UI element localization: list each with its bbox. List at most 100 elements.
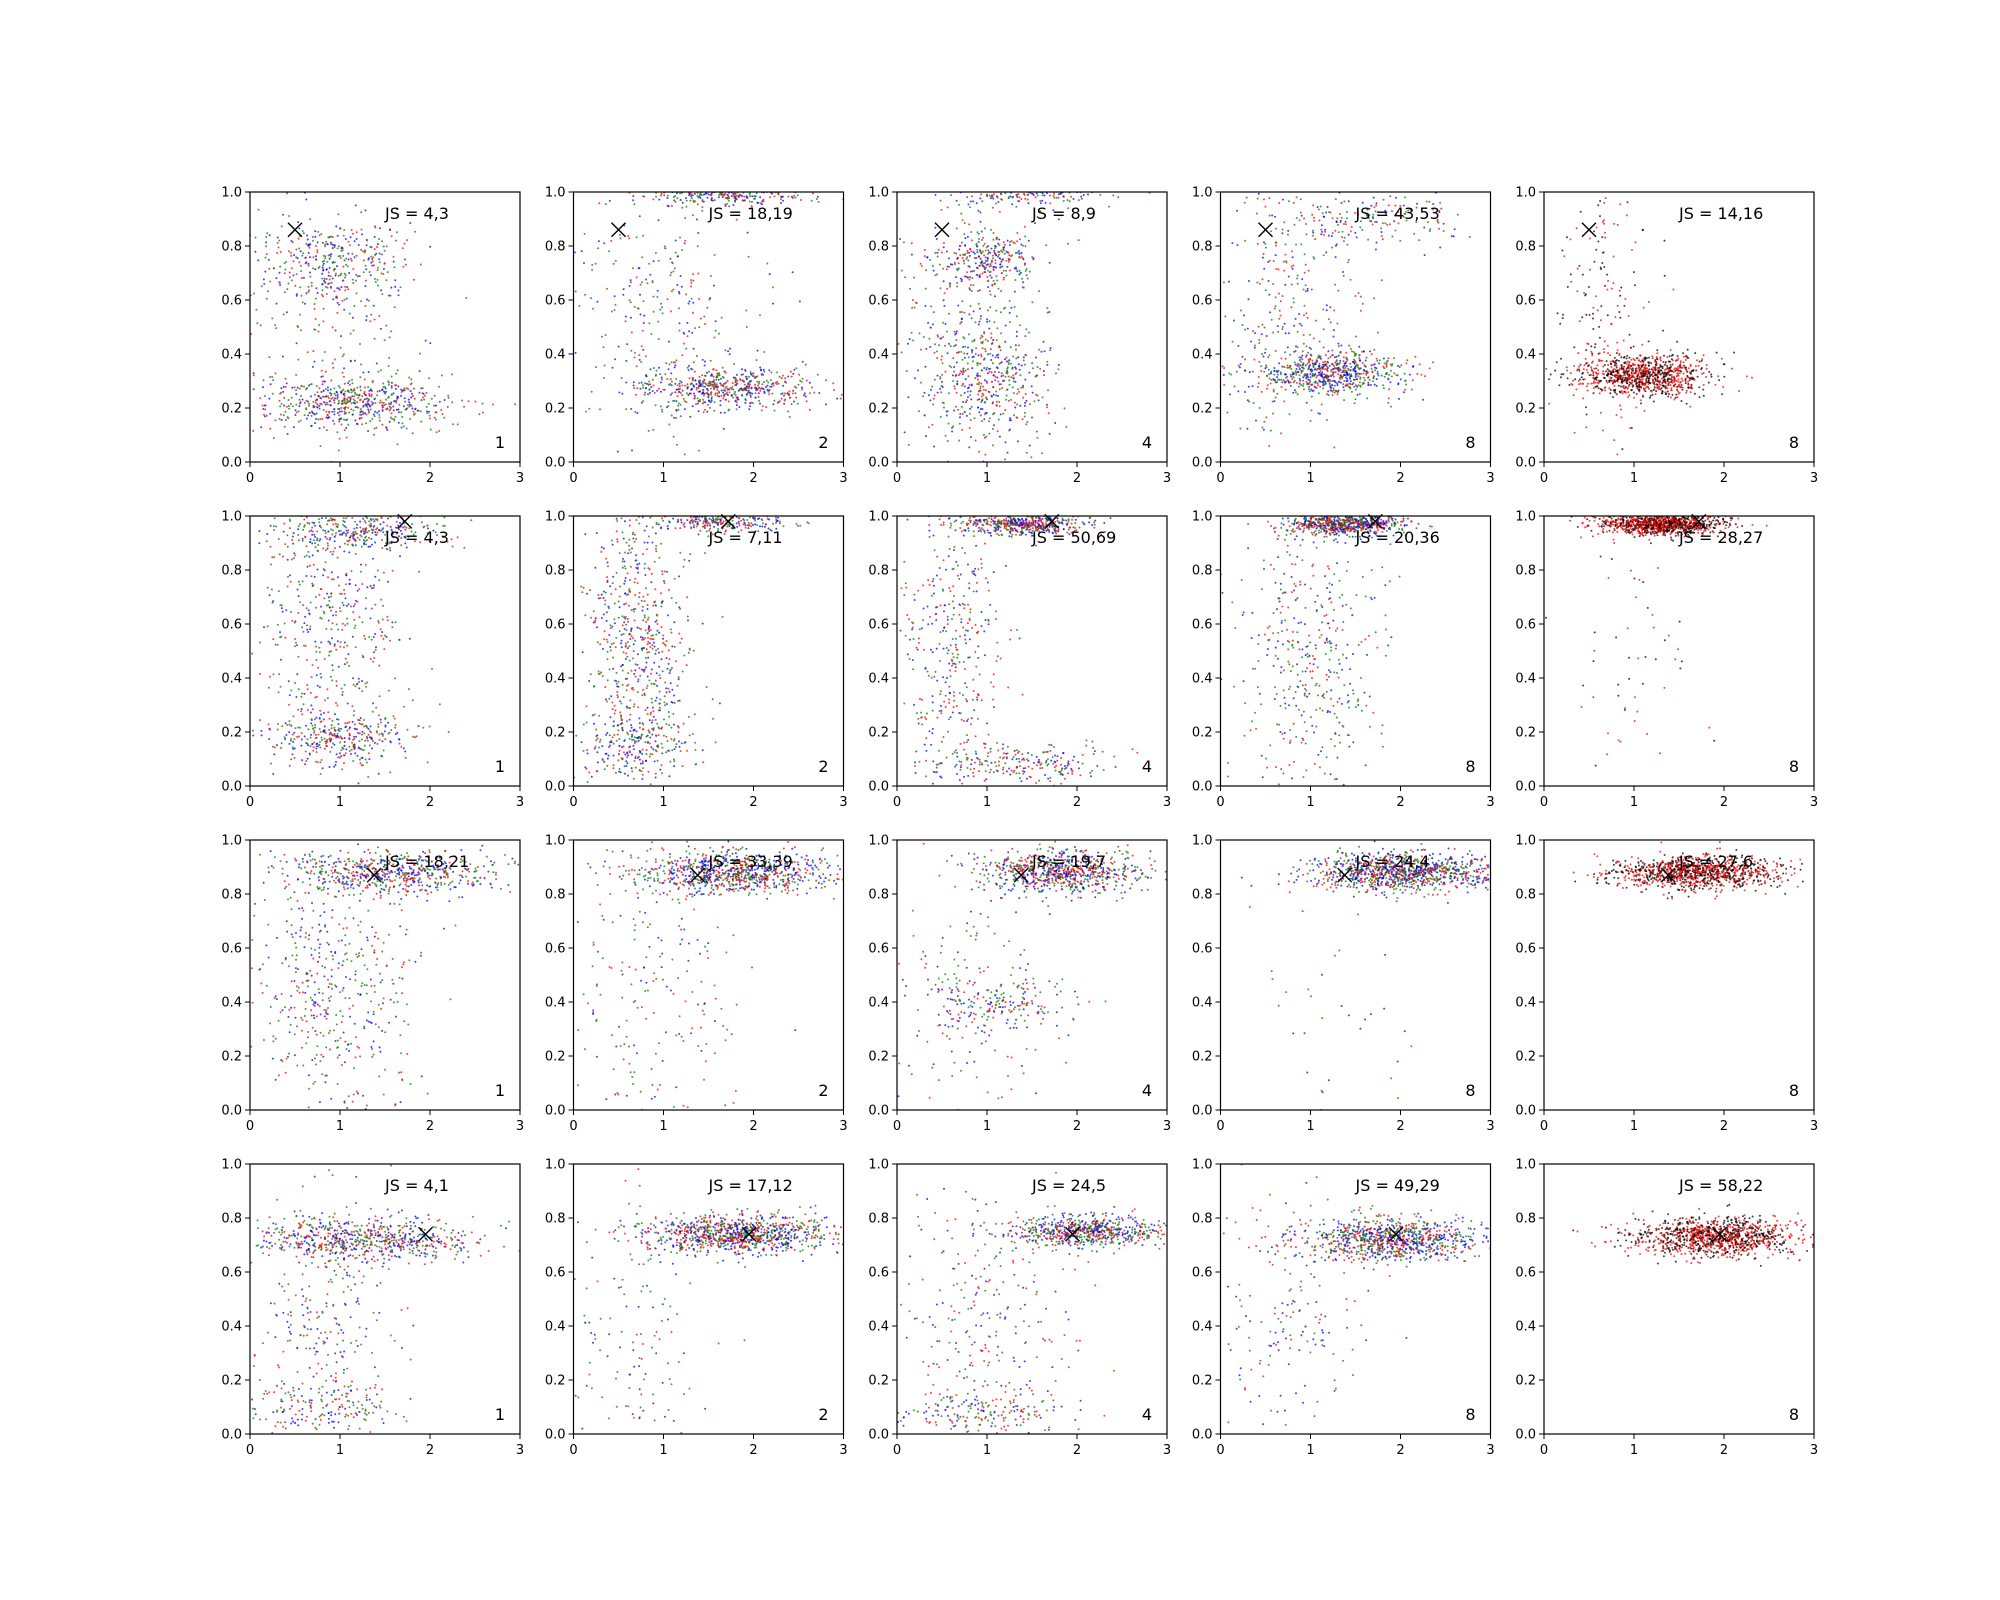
scatter-point — [1656, 387, 1659, 389]
scatter-point — [712, 284, 715, 287]
scatter-point — [1574, 378, 1577, 381]
scatter-point — [1243, 201, 1246, 204]
scatter-point — [625, 381, 628, 384]
scatter-point — [348, 411, 351, 414]
scatter-point — [645, 374, 647, 377]
scatter-point — [1028, 331, 1030, 334]
scatter-point — [298, 405, 301, 408]
scatter-point — [1432, 361, 1434, 364]
scatter-point — [602, 376, 605, 379]
scatter-point — [705, 192, 708, 195]
scatter-point — [1322, 361, 1325, 364]
scatter-point — [970, 405, 973, 408]
scatter-point — [668, 363, 671, 366]
scatter-point — [1310, 369, 1313, 372]
scatter-point — [926, 256, 929, 259]
scatter-point — [1571, 383, 1574, 386]
scatter-point — [324, 245, 327, 248]
scatter-point — [295, 294, 298, 297]
scatter-point — [639, 387, 642, 390]
scatter-point — [394, 400, 396, 402]
scatter-point — [976, 245, 978, 248]
scatter-point — [716, 386, 719, 389]
scatter-point — [343, 308, 346, 311]
scatter-point — [660, 302, 663, 305]
scatter-point — [1367, 383, 1370, 386]
scatter-point — [1337, 345, 1340, 348]
scatter-point — [1284, 388, 1287, 391]
scatter-point — [349, 398, 352, 401]
scatter-point — [340, 391, 343, 394]
scatter-point — [265, 414, 268, 417]
scatter-point — [939, 387, 942, 390]
scatter-point — [252, 374, 255, 377]
scatter-point — [764, 386, 767, 388]
scatter-point — [939, 199, 942, 202]
scatter-point — [681, 206, 684, 209]
scatter-point — [1283, 269, 1286, 272]
scatter-point — [741, 394, 744, 397]
scatter-point — [1000, 198, 1003, 201]
scatter-point — [1421, 207, 1424, 210]
scatter-point — [1283, 400, 1286, 403]
scatter-point — [990, 247, 993, 250]
scatter-point — [1387, 397, 1390, 400]
scatter-point — [1308, 386, 1311, 388]
scatter-point — [1307, 351, 1310, 354]
scatter-point — [1633, 359, 1636, 362]
scatter-point — [1228, 372, 1231, 375]
scatter-point — [316, 292, 319, 294]
scatter-point — [1313, 374, 1316, 377]
scatter-point — [302, 232, 305, 235]
scatter-point — [1718, 379, 1721, 382]
scatter-point — [730, 394, 733, 397]
scatter-point — [698, 297, 701, 300]
scatter-point — [693, 192, 696, 195]
scatter-point — [1319, 357, 1322, 360]
scatter-point — [293, 386, 296, 389]
scatter-point — [1670, 365, 1673, 368]
scatter-point — [307, 290, 310, 293]
scatter-point — [1348, 376, 1351, 379]
scatter-point — [1356, 385, 1358, 388]
scatter-point — [1009, 428, 1011, 431]
scatter-point — [758, 386, 760, 389]
scatter-point — [1620, 385, 1622, 388]
scatter-point — [1303, 373, 1306, 376]
scatter-point — [1646, 370, 1649, 373]
scatter-point — [1030, 192, 1033, 195]
scatter-point — [333, 408, 336, 411]
scatter-point — [278, 417, 281, 420]
scatter-point — [701, 383, 704, 386]
scatter-point — [1354, 374, 1357, 377]
scatter-point — [920, 265, 923, 267]
scatter-point — [1000, 249, 1003, 252]
scatter-point — [1432, 208, 1434, 211]
scatter-point — [328, 278, 331, 281]
scatter-point — [1628, 394, 1631, 397]
scatter-point — [373, 248, 376, 251]
scatter-point — [369, 245, 372, 248]
scatter-point — [977, 390, 980, 393]
scatter-point — [709, 359, 712, 362]
scatter-point — [1590, 373, 1593, 376]
scatter-point — [792, 372, 795, 375]
scatter-point — [1659, 373, 1662, 376]
scatter-point — [1376, 370, 1379, 373]
scatter-point — [1358, 393, 1361, 395]
scatter-point — [1615, 366, 1618, 369]
scatter-point — [724, 205, 727, 208]
scatter-point — [955, 361, 958, 364]
scatter-point — [1281, 365, 1284, 368]
scatter-point — [1340, 216, 1343, 219]
scatter-point — [1346, 377, 1349, 380]
scatter-point — [1310, 288, 1313, 291]
scatter-point — [669, 257, 672, 260]
scatter-point — [959, 244, 962, 247]
scatter-point — [1082, 194, 1085, 196]
scatter-point — [1052, 194, 1055, 197]
scatter-point — [985, 389, 988, 392]
scatter-point — [361, 423, 364, 426]
x-tick-label: 0 — [569, 471, 577, 486]
scatter-point — [361, 250, 364, 253]
